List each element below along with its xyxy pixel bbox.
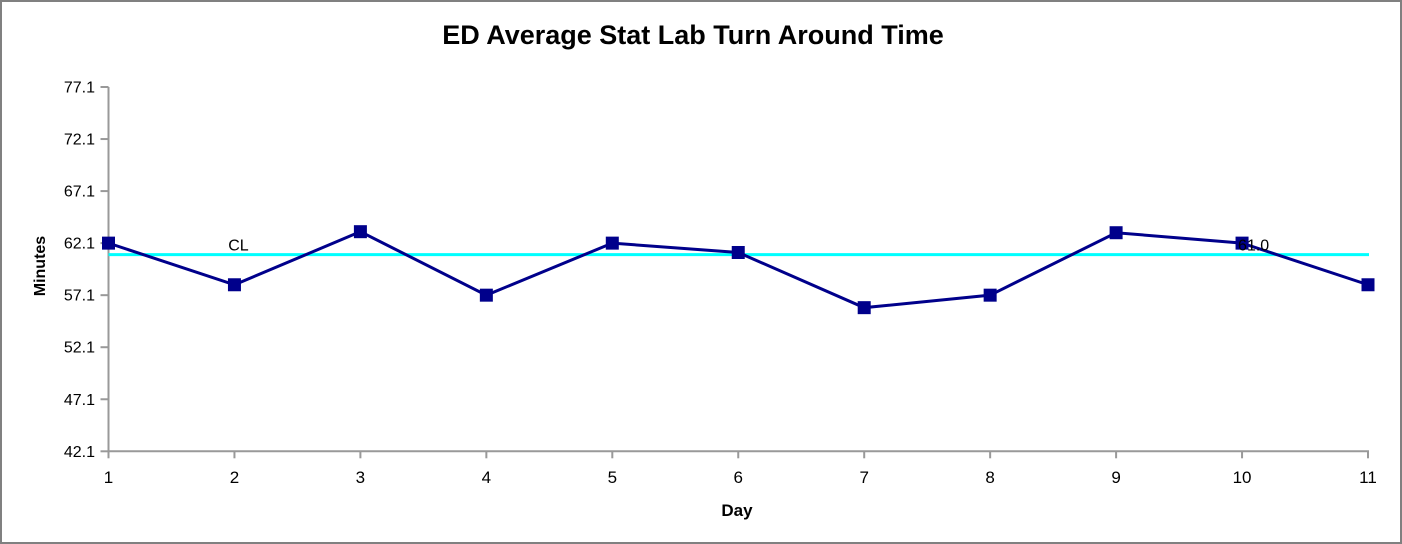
data-point-marker: [1109, 226, 1123, 240]
x-tick-label: 2: [230, 468, 239, 487]
data-point-marker: [479, 288, 493, 302]
data-point-marker: [102, 236, 115, 250]
x-tick-label: 6: [734, 468, 743, 487]
x-tick-label: 1: [104, 468, 113, 487]
cl-label: CL: [228, 238, 249, 255]
data-point-marker: [353, 225, 367, 239]
x-axis-title: Day: [721, 501, 753, 520]
data-point-marker: [227, 278, 241, 292]
y-tick-label: 72.1: [64, 132, 95, 149]
data-series-line: [108, 230, 1369, 310]
cl-value-label: 61.0: [1238, 238, 1269, 255]
x-tick-label: 9: [1111, 468, 1120, 487]
x-tick-label: 5: [608, 468, 617, 487]
x-tick-label: 4: [482, 468, 491, 487]
x-tick-label: 3: [356, 468, 365, 487]
data-point-marker: [983, 288, 997, 302]
y-tick-label: 57.1: [64, 288, 95, 305]
y-tick-label: 47.1: [64, 392, 95, 409]
x-tick-label: 8: [985, 468, 994, 487]
y-tick-label: 52.1: [64, 340, 95, 357]
data-point-marker: [1361, 278, 1375, 292]
x-tick-label: 7: [859, 468, 868, 487]
data-point-marker: [605, 236, 619, 250]
y-tick-label: 42.1: [64, 444, 95, 461]
x-tick-label: 10: [1233, 468, 1252, 487]
data-point-marker: [857, 301, 871, 315]
y-tick-label: 67.1: [64, 184, 95, 201]
y-tick-label: 62.1: [64, 236, 95, 253]
y-tick-label: 77.1: [64, 80, 95, 97]
x-tick-label: 11: [1359, 468, 1377, 487]
data-point-marker: [731, 245, 745, 259]
chart-title: ED Average Stat Lab Turn Around Time: [442, 20, 944, 50]
data-point-marker: [1235, 236, 1249, 250]
